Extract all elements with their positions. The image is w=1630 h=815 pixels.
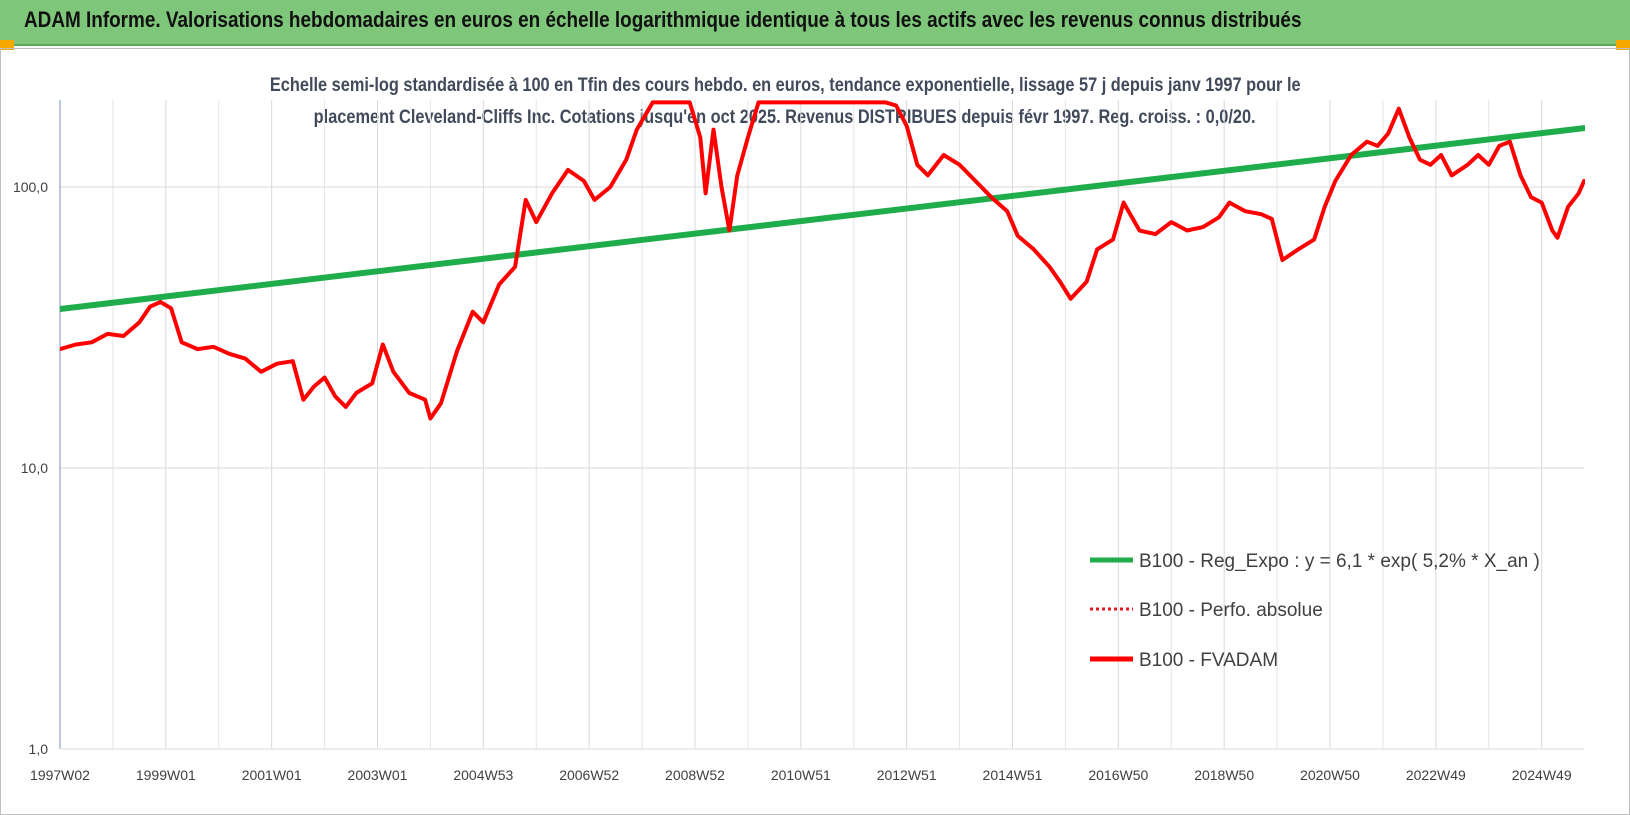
x-tick-label: 2012W51 (877, 767, 937, 783)
chart-title-line-2: placement Cleveland-Cliffs Inc. Cotation… (314, 107, 1256, 128)
x-tick-label: 2006W52 (559, 767, 619, 783)
x-tick-label: 2001W01 (242, 767, 302, 783)
x-tick-label: 1997W02 (30, 767, 90, 783)
legend-label-1: B100 - Perfo. absolue (1139, 600, 1323, 621)
page-title: ADAM Informe. Valorisations hebdomadaire… (24, 7, 1302, 32)
y-tick-label: 1,0 (29, 741, 49, 757)
x-tick-label: 2014W51 (983, 767, 1043, 783)
legend-label-2: B100 - FVADAM (1139, 650, 1278, 671)
x-tick-label: 2016W50 (1088, 767, 1148, 783)
corner-mark-right (1616, 40, 1630, 50)
corner-mark-left (0, 40, 14, 50)
x-tick-label: 2018W50 (1194, 767, 1254, 783)
chart-title: Echelle semi-log standardisée à 100 en T… (170, 70, 1400, 134)
x-tick-label: 2010W51 (771, 767, 831, 783)
x-tick-label: 2008W52 (665, 767, 725, 783)
series-layer (60, 100, 1585, 421)
grid (59, 100, 1584, 750)
y-tick-label: 10,0 (21, 460, 48, 476)
chart-title-line-1: Echelle semi-log standardisée à 100 en T… (269, 75, 1301, 96)
y-tick-label: 100,0 (13, 179, 48, 195)
x-tick-label: 2024W49 (1512, 767, 1572, 783)
series-line-0 (60, 125, 1585, 312)
x-tick-label: 2004W53 (453, 767, 513, 783)
header-bar: ADAM Informe. Valorisations hebdomadaire… (0, 0, 1630, 46)
x-tick-label: 1999W01 (136, 767, 196, 783)
x-tick-label: 2022W49 (1406, 767, 1466, 783)
legend-label-0: B100 - Reg_Expo : y = 6,1 * exp( 5,2% * … (1139, 551, 1540, 572)
series-line-2 (60, 100, 1585, 421)
x-tick-label: 2020W50 (1300, 767, 1360, 783)
legend: B100 - Reg_Expo : y = 6,1 * exp( 5,2% * … (1090, 551, 1540, 671)
x-tick-label: 2003W01 (348, 767, 408, 783)
axes: 1997W02 1999W01 2001W01 2003W01 2004W53 2006W… (13, 100, 1584, 783)
